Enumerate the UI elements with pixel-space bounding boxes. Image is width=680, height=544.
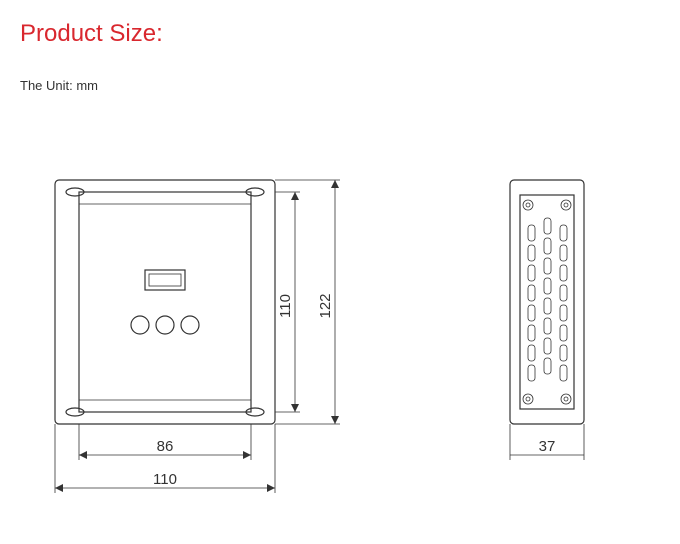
dim-outer-height: 122 (317, 293, 334, 318)
front-width-dimensions: 86 110 (55, 424, 275, 493)
vent-slots (528, 218, 567, 381)
side-view (510, 180, 584, 424)
dim-side-width: 37 (539, 438, 556, 455)
diagram-area: 110 122 86 110 (0, 170, 680, 530)
front-height-dimensions: 110 122 (275, 180, 340, 424)
unit-label: The Unit: mm (20, 78, 660, 93)
dim-outer-width: 110 (153, 471, 177, 488)
side-width-dimension: 37 (510, 424, 584, 460)
dim-inner-width: 86 (157, 438, 174, 455)
dim-inner-height: 110 (277, 294, 294, 318)
product-size-diagram: 110 122 86 110 (0, 170, 680, 530)
page-title: Product Size: (20, 20, 660, 48)
front-view (55, 180, 275, 424)
